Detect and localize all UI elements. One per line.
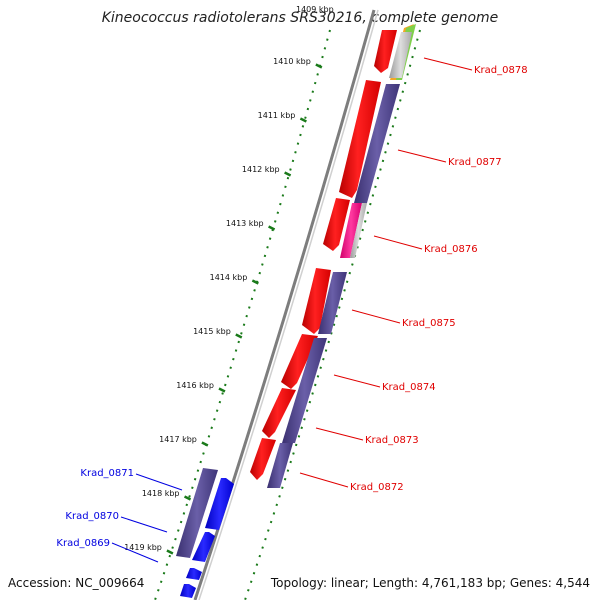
tick-label-partial: 1409 kbp [296, 5, 334, 14]
leader-line [351, 309, 401, 324]
leader-line [299, 472, 349, 488]
gene-block-0878-reverse[interactable] [389, 32, 412, 78]
tick-mark [201, 441, 209, 447]
gene-label[interactable]: Krad_0869 [56, 538, 110, 549]
tick-label: 1417 kbp [159, 435, 197, 444]
gene-arrow-0874a-forward[interactable] [281, 334, 318, 389]
gene-block-0874-reverse[interactable] [282, 338, 327, 443]
gene-labels-right: Krad_0878 Krad_0877 Krad_0876 Krad_0875 … [299, 57, 528, 493]
tick-mark [235, 333, 243, 339]
tick-label: 1410 kbp [273, 57, 311, 66]
tick-mark [251, 279, 259, 285]
tick-marks: 1410 kbp 1411 kbp 1412 kbp 1413 kbp 1414 kbp… [124, 57, 323, 555]
gene-arrow-0872-forward[interactable] [250, 438, 276, 480]
gene-label[interactable]: Krad_0876 [424, 244, 478, 255]
gene-arrow-0878-forward[interactable] [374, 30, 397, 73]
gene-arrow-small-1[interactable] [186, 568, 202, 580]
gene-arrow-0875-forward[interactable] [302, 268, 331, 334]
tick-mark [315, 63, 323, 69]
leader-line [315, 427, 364, 441]
tick-label: 1416 kbp [176, 381, 214, 390]
gene-features [176, 24, 416, 598]
gene-label[interactable]: Krad_0872 [350, 482, 404, 493]
accession-text: Accession: NC_009664 [8, 576, 144, 590]
leader-line [373, 235, 423, 250]
gene-block-0871-reverse[interactable] [176, 468, 218, 558]
tick-mark [299, 117, 307, 123]
leader-line [111, 542, 159, 563]
gene-label[interactable]: Krad_0875 [402, 318, 456, 329]
gene-block-0877-reverse[interactable] [354, 84, 400, 203]
leader-line [333, 374, 381, 388]
tick-label: 1411 kbp [258, 111, 296, 120]
topology-text: Topology: linear; Length: 4,761,183 bp; … [270, 576, 590, 590]
tick-label: 1419 kbp [124, 543, 162, 552]
tick-guide-outer [154, 29, 331, 600]
gene-label[interactable]: Krad_0878 [474, 65, 528, 76]
gene-arrow-0873-forward[interactable] [262, 388, 296, 438]
gene-arrow-0877-forward[interactable] [339, 80, 381, 198]
gene-arrow-0869-blue[interactable] [192, 532, 215, 562]
leader-line [120, 516, 168, 533]
tick-mark [183, 495, 192, 501]
tick-label: 1413 kbp [226, 219, 264, 228]
genome-backbone-highlight [198, 9, 379, 600]
gene-arrow-small-2[interactable] [180, 584, 196, 598]
tick-label: 1414 kbp [210, 273, 248, 282]
gene-label[interactable]: Krad_0870 [65, 511, 119, 522]
gene-arrow-0876-forward[interactable] [323, 198, 350, 251]
leader-line [397, 149, 447, 163]
gene-block-0872-reverse[interactable] [267, 443, 293, 488]
tick-mark [284, 171, 292, 177]
tick-label: 1412 kbp [242, 165, 280, 174]
tick-mark [166, 549, 174, 555]
gene-label[interactable]: Krad_0873 [365, 435, 419, 446]
tick-label: 1415 kbp [193, 327, 231, 336]
gene-labels-left: Krad_0871 Krad_0870 Krad_0869 [56, 468, 183, 563]
gene-arrow-0871-blue[interactable] [205, 478, 234, 530]
tick-mark [218, 387, 226, 393]
genome-title: Kineococcus radiotolerans SRS30216, comp… [102, 10, 499, 26]
gene-label[interactable]: Krad_0877 [448, 157, 502, 168]
gene-label[interactable]: Krad_0874 [382, 382, 436, 393]
leader-line [423, 57, 473, 71]
leader-line [135, 473, 183, 491]
gene-block-0875-reverse[interactable] [318, 272, 347, 334]
tick-mark [268, 225, 276, 231]
tick-label: 1418 kbp [142, 489, 180, 498]
gene-block-0876-pink[interactable] [340, 203, 362, 258]
gene-block-0876-gray[interactable] [350, 203, 367, 258]
gene-label[interactable]: Krad_0871 [80, 468, 134, 479]
tick-guide-inner [244, 29, 421, 600]
